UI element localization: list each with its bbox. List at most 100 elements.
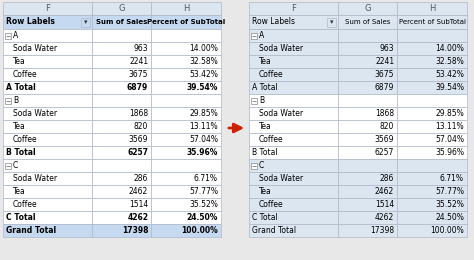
- Bar: [397, 159, 467, 172]
- Bar: [249, 15, 338, 29]
- Text: 35.96%: 35.96%: [435, 148, 464, 157]
- Text: Coffee: Coffee: [259, 135, 283, 144]
- Text: 3569: 3569: [129, 135, 148, 144]
- Text: Row Labels: Row Labels: [252, 17, 295, 27]
- Text: Soda Water: Soda Water: [13, 109, 57, 118]
- Text: 100.00%: 100.00%: [181, 226, 218, 235]
- Bar: [3, 198, 92, 211]
- Bar: [397, 68, 467, 81]
- Text: Tea: Tea: [259, 187, 272, 196]
- Bar: [92, 172, 151, 185]
- Bar: [151, 120, 221, 133]
- Text: 1868: 1868: [129, 109, 148, 118]
- Bar: [338, 120, 397, 133]
- Text: 32.58%: 32.58%: [189, 57, 218, 66]
- Bar: [3, 133, 92, 146]
- Bar: [151, 107, 221, 120]
- Bar: [92, 2, 151, 15]
- Bar: [249, 146, 338, 159]
- Text: Coffee: Coffee: [259, 200, 283, 209]
- Text: Tea: Tea: [259, 122, 272, 131]
- Bar: [151, 55, 221, 68]
- Bar: [249, 198, 338, 211]
- Bar: [338, 42, 397, 55]
- Text: C Total: C Total: [252, 213, 278, 222]
- Text: 29.85%: 29.85%: [435, 109, 464, 118]
- Bar: [338, 68, 397, 81]
- Bar: [251, 98, 257, 103]
- Text: 53.42%: 53.42%: [435, 70, 464, 79]
- Text: A: A: [13, 31, 18, 40]
- Bar: [92, 107, 151, 120]
- Bar: [397, 29, 467, 42]
- Text: 57.77%: 57.77%: [189, 187, 218, 196]
- Text: −: −: [251, 33, 256, 38]
- Bar: [249, 185, 338, 198]
- Text: 6879: 6879: [127, 83, 148, 92]
- Text: 24.50%: 24.50%: [187, 213, 218, 222]
- Text: 2462: 2462: [129, 187, 148, 196]
- Bar: [249, 107, 338, 120]
- Text: 1514: 1514: [375, 200, 394, 209]
- Text: Coffee: Coffee: [13, 70, 37, 79]
- Bar: [3, 15, 92, 29]
- Bar: [92, 211, 151, 224]
- Bar: [338, 172, 397, 185]
- Text: ▾: ▾: [84, 19, 88, 25]
- Text: A Total: A Total: [6, 83, 36, 92]
- Text: 963: 963: [380, 44, 394, 53]
- Bar: [338, 224, 397, 237]
- Bar: [3, 146, 92, 159]
- Bar: [3, 159, 92, 172]
- Bar: [151, 81, 221, 94]
- Bar: [5, 98, 11, 103]
- Bar: [92, 68, 151, 81]
- Bar: [3, 68, 92, 81]
- Bar: [249, 29, 338, 42]
- Text: −: −: [251, 163, 256, 168]
- Bar: [3, 185, 92, 198]
- Bar: [3, 42, 92, 55]
- Bar: [249, 120, 338, 133]
- Bar: [151, 198, 221, 211]
- Bar: [249, 133, 338, 146]
- Bar: [338, 94, 397, 107]
- Bar: [3, 211, 92, 224]
- Bar: [3, 224, 92, 237]
- Bar: [151, 211, 221, 224]
- Text: 1868: 1868: [375, 109, 394, 118]
- Text: B: B: [259, 96, 264, 105]
- Bar: [328, 17, 337, 27]
- Bar: [397, 81, 467, 94]
- Bar: [92, 29, 151, 42]
- Text: −: −: [5, 163, 10, 168]
- Text: 39.54%: 39.54%: [187, 83, 218, 92]
- Bar: [249, 68, 338, 81]
- Bar: [338, 15, 397, 29]
- Bar: [92, 146, 151, 159]
- Text: 6879: 6879: [375, 83, 394, 92]
- Bar: [3, 55, 92, 68]
- Text: 286: 286: [134, 174, 148, 183]
- Text: Soda Water: Soda Water: [13, 174, 57, 183]
- Text: A Total: A Total: [252, 83, 278, 92]
- Bar: [249, 172, 338, 185]
- Bar: [92, 55, 151, 68]
- Text: G: G: [118, 4, 125, 13]
- Bar: [338, 146, 397, 159]
- Bar: [151, 146, 221, 159]
- Bar: [397, 211, 467, 224]
- Text: 39.54%: 39.54%: [435, 83, 464, 92]
- Text: 57.04%: 57.04%: [435, 135, 464, 144]
- Bar: [397, 185, 467, 198]
- Text: A: A: [259, 31, 264, 40]
- Bar: [397, 94, 467, 107]
- Bar: [338, 159, 397, 172]
- Bar: [151, 42, 221, 55]
- Text: Grand Total: Grand Total: [6, 226, 56, 235]
- Text: −: −: [5, 33, 10, 38]
- Bar: [92, 198, 151, 211]
- Bar: [397, 146, 467, 159]
- Text: 35.96%: 35.96%: [187, 148, 218, 157]
- Text: C: C: [13, 161, 18, 170]
